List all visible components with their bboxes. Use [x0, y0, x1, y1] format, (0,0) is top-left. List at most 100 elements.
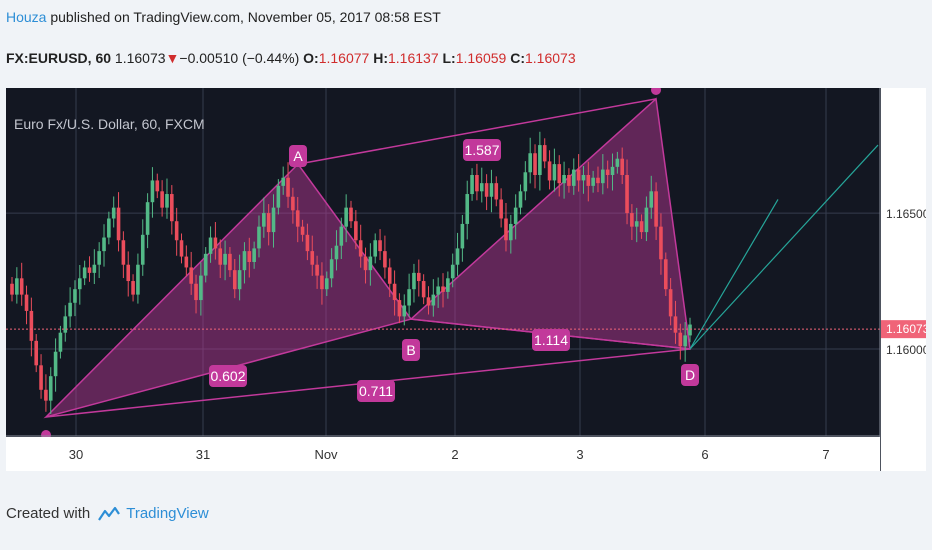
- high-value: 1.16137: [388, 50, 439, 66]
- candle: [634, 207, 639, 243]
- candle: [68, 287, 72, 328]
- candle: [431, 279, 436, 317]
- candle: [392, 270, 397, 316]
- candle: [48, 367, 53, 414]
- candle: [630, 204, 634, 240]
- candle: [247, 237, 252, 278]
- candle: [586, 161, 591, 202]
- time-axis-panel: [6, 437, 880, 471]
- candle: [412, 263, 416, 303]
- candle: [203, 247, 208, 283]
- candle: [24, 285, 29, 325]
- candle: [407, 273, 411, 317]
- candle: [513, 194, 518, 240]
- x-tick-label: 2: [451, 447, 458, 462]
- candle: [417, 259, 421, 297]
- candle: [184, 245, 189, 277]
- candle: [562, 161, 566, 199]
- pattern-labels: A B D 0.602 0.711 1.587 1.114: [6, 88, 880, 440]
- candle: [421, 274, 426, 305]
- candle: [19, 262, 24, 306]
- candle: [170, 185, 174, 235]
- candle: [271, 194, 276, 248]
- candle: [150, 167, 155, 218]
- candle: [518, 184, 523, 215]
- candle: [34, 334, 39, 373]
- candle: [29, 297, 34, 357]
- svg-text:A: A: [293, 148, 303, 164]
- x-tick-label: 6: [701, 447, 708, 462]
- candle: [213, 222, 218, 260]
- publish-info: Houza published on TradingView.com, Nove…: [6, 9, 441, 25]
- current-price-badge: [881, 320, 926, 339]
- candle: [387, 258, 392, 298]
- x-tick-label: 3: [576, 447, 583, 462]
- candle: [639, 214, 644, 239]
- candle: [286, 162, 290, 208]
- candle: [673, 300, 678, 344]
- candle: [358, 224, 363, 268]
- candle: [334, 230, 339, 271]
- price-change: −0.00510 (−0.44%): [179, 50, 300, 66]
- candle-series: [10, 131, 692, 414]
- candle: [576, 154, 581, 192]
- candle: [436, 277, 440, 308]
- candle: [339, 217, 344, 260]
- candle: [460, 214, 465, 262]
- candle: [596, 166, 600, 193]
- candle: [223, 240, 227, 281]
- candle: [426, 286, 431, 315]
- candle: [625, 159, 629, 225]
- candle: [654, 182, 658, 240]
- candle: [237, 254, 242, 301]
- candle: [63, 305, 68, 342]
- candle: [538, 131, 542, 191]
- candle: [305, 223, 310, 261]
- candle: [475, 163, 479, 201]
- tradingview-brand[interactable]: TradingView: [126, 505, 209, 522]
- candle: [668, 278, 673, 326]
- candle: [688, 317, 692, 343]
- x-tick-label: Nov: [314, 447, 338, 462]
- candle: [678, 323, 683, 360]
- candle: [383, 235, 387, 279]
- candle: [97, 242, 101, 279]
- published-text: published on TradingView.com, November 0…: [46, 9, 441, 25]
- projection-line: [689, 144, 879, 350]
- candle: [131, 274, 135, 302]
- candle: [281, 166, 285, 195]
- candle: [591, 170, 595, 193]
- ac-line: [297, 98, 657, 165]
- candle: [53, 338, 58, 392]
- candle: [92, 249, 97, 285]
- y-tick-label: 1.16000: [886, 343, 926, 357]
- candle: [465, 180, 470, 240]
- current-price-label: 1.16073: [886, 322, 926, 336]
- candle: [567, 168, 571, 193]
- candle: [571, 158, 576, 195]
- candle: [484, 174, 489, 211]
- down-arrow-icon: ▼: [165, 50, 180, 66]
- candle: [136, 253, 140, 304]
- svg-text:B: B: [406, 342, 415, 358]
- candle: [165, 178, 169, 219]
- candle: [78, 264, 82, 305]
- candle: [499, 188, 503, 228]
- svg-text:0.602: 0.602: [210, 368, 245, 384]
- price-axis-panel: [881, 88, 926, 471]
- candle: [276, 179, 281, 215]
- point-label-b: B: [402, 339, 420, 361]
- candle: [102, 224, 106, 267]
- candle: [58, 325, 63, 359]
- candle: [242, 242, 247, 284]
- candle: [121, 231, 126, 279]
- candle: [533, 144, 537, 189]
- candle: [228, 247, 232, 277]
- point-marker-c: [651, 88, 661, 95]
- candle: [145, 193, 150, 249]
- author-link[interactable]: Houza: [6, 9, 47, 25]
- candle: [329, 248, 334, 288]
- close-label: C:: [510, 50, 525, 66]
- candle: [344, 194, 348, 243]
